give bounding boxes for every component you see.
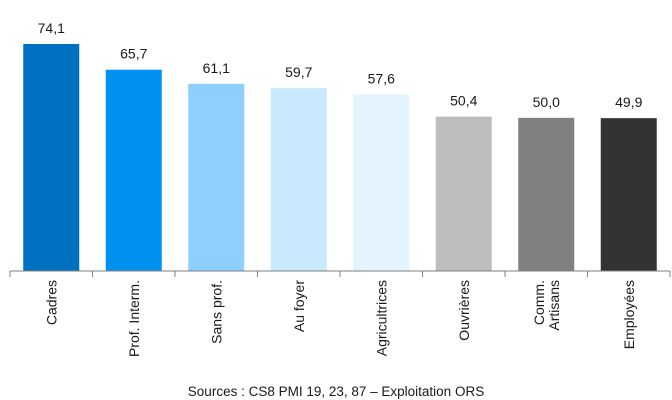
category-label: Employées xyxy=(621,280,637,349)
bar xyxy=(353,94,410,271)
category-label: Prof. Interm. xyxy=(126,280,142,357)
bar xyxy=(105,69,162,271)
bar xyxy=(188,83,245,271)
bars-layer xyxy=(23,44,657,271)
bar xyxy=(518,117,575,271)
category-label: Cadres xyxy=(43,280,59,325)
bar-value-label: 50,0 xyxy=(533,94,560,110)
category-label: Ouvrières xyxy=(456,280,472,341)
bar-value-label: 49,9 xyxy=(615,94,642,110)
bar xyxy=(270,88,327,271)
bar-value-label: 59,7 xyxy=(285,64,312,80)
category-labels-layer: Cadres Prof. Interm. Sans prof. Au foyer Agr… xyxy=(43,280,637,357)
category-label: Artisans xyxy=(546,280,562,331)
bar xyxy=(23,44,80,271)
category-label: Sans prof. xyxy=(208,280,224,344)
bar xyxy=(435,116,492,271)
bar-value-label: 50,4 xyxy=(450,93,477,109)
source-note: Sources : CS8 PMI 19, 23, 87 – Exploitat… xyxy=(188,384,484,399)
category-label: Comm. xyxy=(531,280,547,325)
value-labels-layer: 74,1 65,7 61,1 59,7 57,6 50,4 50,0 49,9 xyxy=(38,20,643,110)
bar-value-label: 74,1 xyxy=(38,20,65,36)
bar-value-label: 57,6 xyxy=(368,71,395,87)
bar-value-label: 65,7 xyxy=(120,46,147,62)
category-label: Au foyer xyxy=(291,280,307,332)
x-axis xyxy=(9,270,671,277)
bar-value-label: 61,1 xyxy=(203,60,230,76)
bar xyxy=(600,118,657,271)
category-label: Agricultrices xyxy=(373,280,389,356)
